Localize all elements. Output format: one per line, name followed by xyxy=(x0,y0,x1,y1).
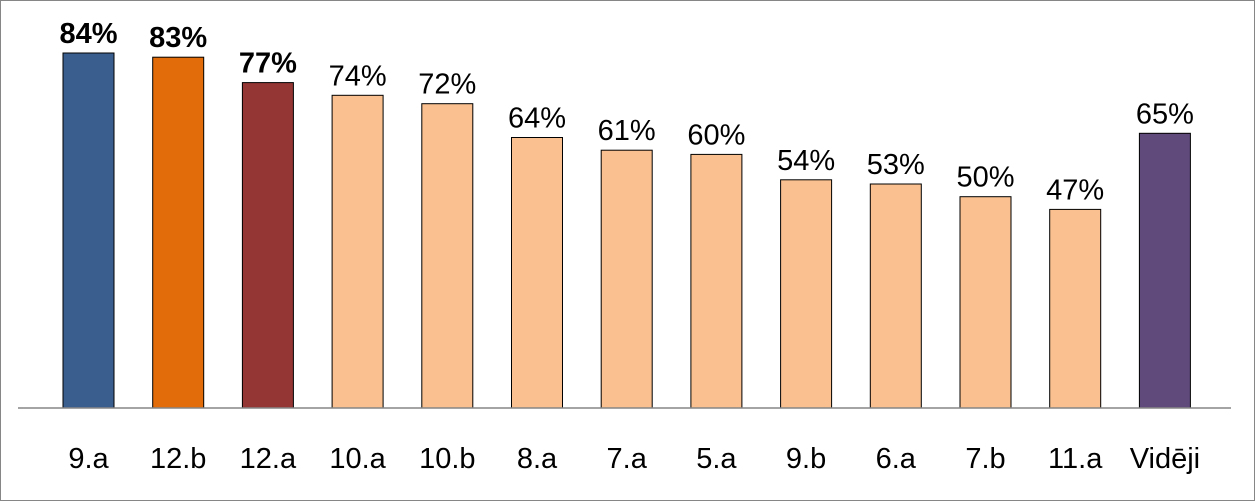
data-label: 84% xyxy=(59,18,117,50)
data-label: 60% xyxy=(687,119,745,151)
bar-7-b xyxy=(959,196,1012,409)
bar-10-a xyxy=(331,94,384,409)
bar-11-a xyxy=(1049,208,1102,409)
category-tick-label: Vidēji xyxy=(1130,443,1200,475)
bar-10-b xyxy=(421,103,474,409)
category-tick-label: 5.a xyxy=(696,443,737,475)
bar-9-a xyxy=(62,52,115,409)
data-label: 64% xyxy=(508,103,566,135)
bar-vid-ji xyxy=(1138,132,1191,409)
category-tick-label: 9.b xyxy=(786,443,826,475)
data-label: 50% xyxy=(956,162,1014,194)
data-label: 74% xyxy=(329,60,387,92)
bar-12-a xyxy=(241,82,294,409)
category-tick-label: 7.a xyxy=(607,443,648,475)
value-labels-layer: 84% 83% 77% 74% 72% 64% 61% 60% 54% 53% 50% 47% 65% xyxy=(59,18,1193,206)
data-label: 53% xyxy=(867,149,925,181)
data-label: 65% xyxy=(1136,98,1194,130)
category-tick-label: 10.a xyxy=(329,443,386,475)
category-tick-label: 12.a xyxy=(240,443,297,475)
data-label: 77% xyxy=(239,48,297,80)
category-tick-label: 7.b xyxy=(965,443,1005,475)
category-tick-label: 12.b xyxy=(150,443,206,475)
data-label: 72% xyxy=(418,69,476,101)
data-label: 61% xyxy=(598,115,656,147)
category-tick-label: 6.a xyxy=(876,443,917,475)
bar-9-b xyxy=(780,179,833,409)
category-tick-label: 9.a xyxy=(68,443,109,475)
data-label: 54% xyxy=(777,145,835,177)
data-label: 47% xyxy=(1046,174,1104,206)
bar-6-a xyxy=(869,183,922,409)
bar-5-a xyxy=(690,153,743,409)
bars-layer xyxy=(62,52,1191,409)
category-labels-layer: 9.a 12.b 12.a 10.a 10.b 8.a 7.a 5.a 9.b 6.a 7.b 11.… xyxy=(68,443,1200,475)
bar-8-a xyxy=(511,137,563,409)
category-tick-label: 10.b xyxy=(419,443,475,475)
data-label: 83% xyxy=(149,22,207,54)
category-tick-label: 11.a xyxy=(1048,443,1103,475)
bar-7-a xyxy=(600,149,653,409)
category-tick-label: 8.a xyxy=(517,443,558,475)
bar-12-b xyxy=(152,56,205,409)
